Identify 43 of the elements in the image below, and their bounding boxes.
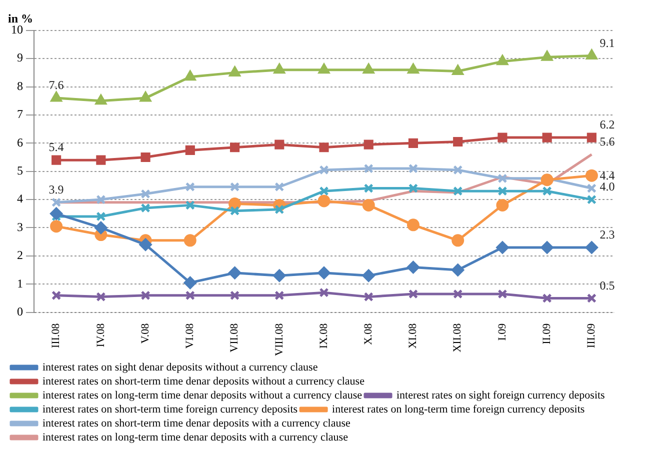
x-tick-label: XI.08 [407, 322, 420, 349]
legend-label: interest rates on long-term time foreign currency deposits [332, 403, 585, 416]
data-label: 5.6 [600, 134, 615, 149]
y-tick-label: 7 [17, 107, 23, 122]
x-tick-label: X.08 [362, 322, 375, 346]
legend-label: interest rates on sight foreign currency deposits [396, 389, 605, 402]
legend-label: interest rates on short-term time denar deposits with a currency clause [42, 417, 351, 430]
x-tick-label: III.09 [586, 322, 598, 348]
x-tick-label: III.08 [50, 322, 62, 348]
x-tick-label: VIII.08 [273, 322, 286, 356]
legend-label: interest rates on sight denar deposits without a currency clause [42, 361, 318, 374]
data-label: 6.2 [600, 118, 615, 132]
y-tick-label: 1 [17, 276, 23, 290]
y-tick-label: 0 [17, 304, 23, 318]
legend-label: interest rates on short-term time foreign currency deposits [42, 403, 298, 416]
x-tick-label: II.09 [540, 322, 553, 344]
y-tick-label: 2 [17, 248, 23, 262]
x-tick-label: V.08 [139, 322, 152, 344]
data-label: 3.9 [48, 182, 64, 197]
x-tick-label: IX.08 [318, 322, 330, 349]
y-tick-label: 3 [17, 220, 23, 234]
data-label: 5.4 [48, 140, 64, 154]
y-tick-label: 4 [17, 192, 23, 206]
data-label: 2.3 [600, 228, 615, 242]
x-tick-label: VII.08 [228, 322, 241, 352]
x-tick-label: IV.08 [94, 322, 107, 348]
legend-label: interest rates on long-term time denar deposits with a currency clause [42, 431, 348, 444]
y-tick-label: 10 [11, 22, 23, 37]
data-label: 4.4 [600, 168, 615, 182]
data-label: 4.0 [600, 180, 615, 194]
y-tick-label: 8 [17, 78, 23, 93]
x-tick-label: VI.08 [184, 322, 196, 349]
y-axis-title: in % [8, 11, 34, 26]
x-tick-label: I.09 [496, 322, 508, 341]
y-tick-label: 5 [17, 164, 23, 178]
y-tick-label: 9 [17, 50, 23, 65]
data-label: 9.1 [600, 36, 615, 50]
data-label: 0.5 [600, 278, 615, 292]
x-tick-label: XII.08 [452, 322, 464, 352]
legend-label: interest rates on long-term time denar deposits without a currency clause [42, 389, 362, 402]
y-tick-label: 6 [17, 135, 23, 150]
legend-label: interest rates on short-term time denar deposits without a currency clause [42, 375, 365, 388]
data-label: 7.6 [48, 78, 64, 92]
